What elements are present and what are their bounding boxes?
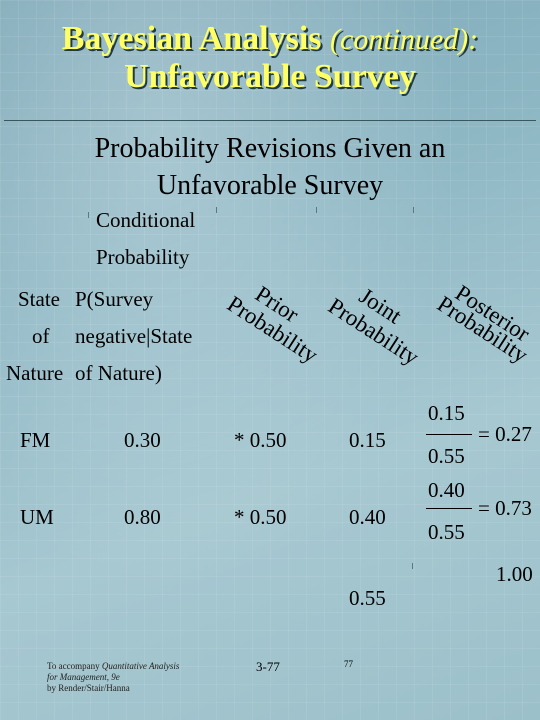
- cond-header-line2: negative|State: [75, 324, 193, 348]
- row-um-prior: * 0.50: [234, 505, 287, 529]
- header-tick: [88, 212, 89, 218]
- state-header-line2: of: [32, 324, 50, 348]
- header-tick: [316, 207, 317, 213]
- joint-total: 0.55: [349, 586, 386, 610]
- header-tick: [216, 207, 217, 213]
- row-um-state: UM: [20, 505, 54, 529]
- header-tick: [412, 563, 413, 569]
- conditional-header-line2: Probability: [96, 245, 190, 269]
- header-tick: [413, 207, 414, 213]
- row-fm-posterior-numerator: 0.15: [428, 401, 465, 425]
- row-um-fraction-bar: [426, 508, 472, 509]
- table-subtitle-line2: Unfavorable Survey: [156, 170, 384, 201]
- slide-title-line2: Unfavorable Survey: [124, 58, 416, 95]
- posterior-total: 1.00: [496, 562, 533, 586]
- row-um-posterior-value: = 0.73: [478, 496, 532, 520]
- cond-header-line1: P(Survey: [75, 287, 154, 311]
- row-fm-posterior-value: = 0.27: [478, 422, 532, 446]
- row-fm-fraction-bar: [426, 434, 472, 435]
- footer-credit-authors: by Render/Stair/Hanna: [47, 683, 130, 693]
- row-um-posterior-denominator: 0.55: [428, 520, 465, 544]
- slide-number: 3-77: [256, 659, 280, 674]
- table-subtitle-line1: Probability Revisions Given an: [94, 133, 446, 164]
- row-fm-joint: 0.15: [349, 428, 386, 452]
- state-header-line1: State: [18, 287, 60, 311]
- cond-header-line3: of Nature): [75, 361, 162, 385]
- conditional-header-line1: Conditional: [96, 208, 196, 232]
- row-fm-state: FM: [20, 428, 51, 452]
- footer-credit: To accompany Quantitative Analysis for M…: [47, 661, 180, 693]
- row-um-joint: 0.40: [349, 505, 386, 529]
- row-fm-prior: * 0.50: [234, 428, 287, 452]
- title-main: Bayesian Analysis: [61, 20, 322, 57]
- title-continued: (continued):: [330, 23, 479, 56]
- page-number: 77: [344, 659, 353, 669]
- state-header-line3: Nature: [6, 361, 64, 385]
- row-fm-posterior-denominator: 0.55: [428, 444, 465, 468]
- title-divider: [4, 120, 536, 121]
- row-um-conditional: 0.80: [124, 505, 161, 529]
- row-fm-conditional: 0.30: [124, 428, 161, 452]
- slide-title-line1: Bayesian Analysis (continued):: [0, 20, 540, 58]
- row-um-posterior-numerator: 0.40: [428, 478, 465, 502]
